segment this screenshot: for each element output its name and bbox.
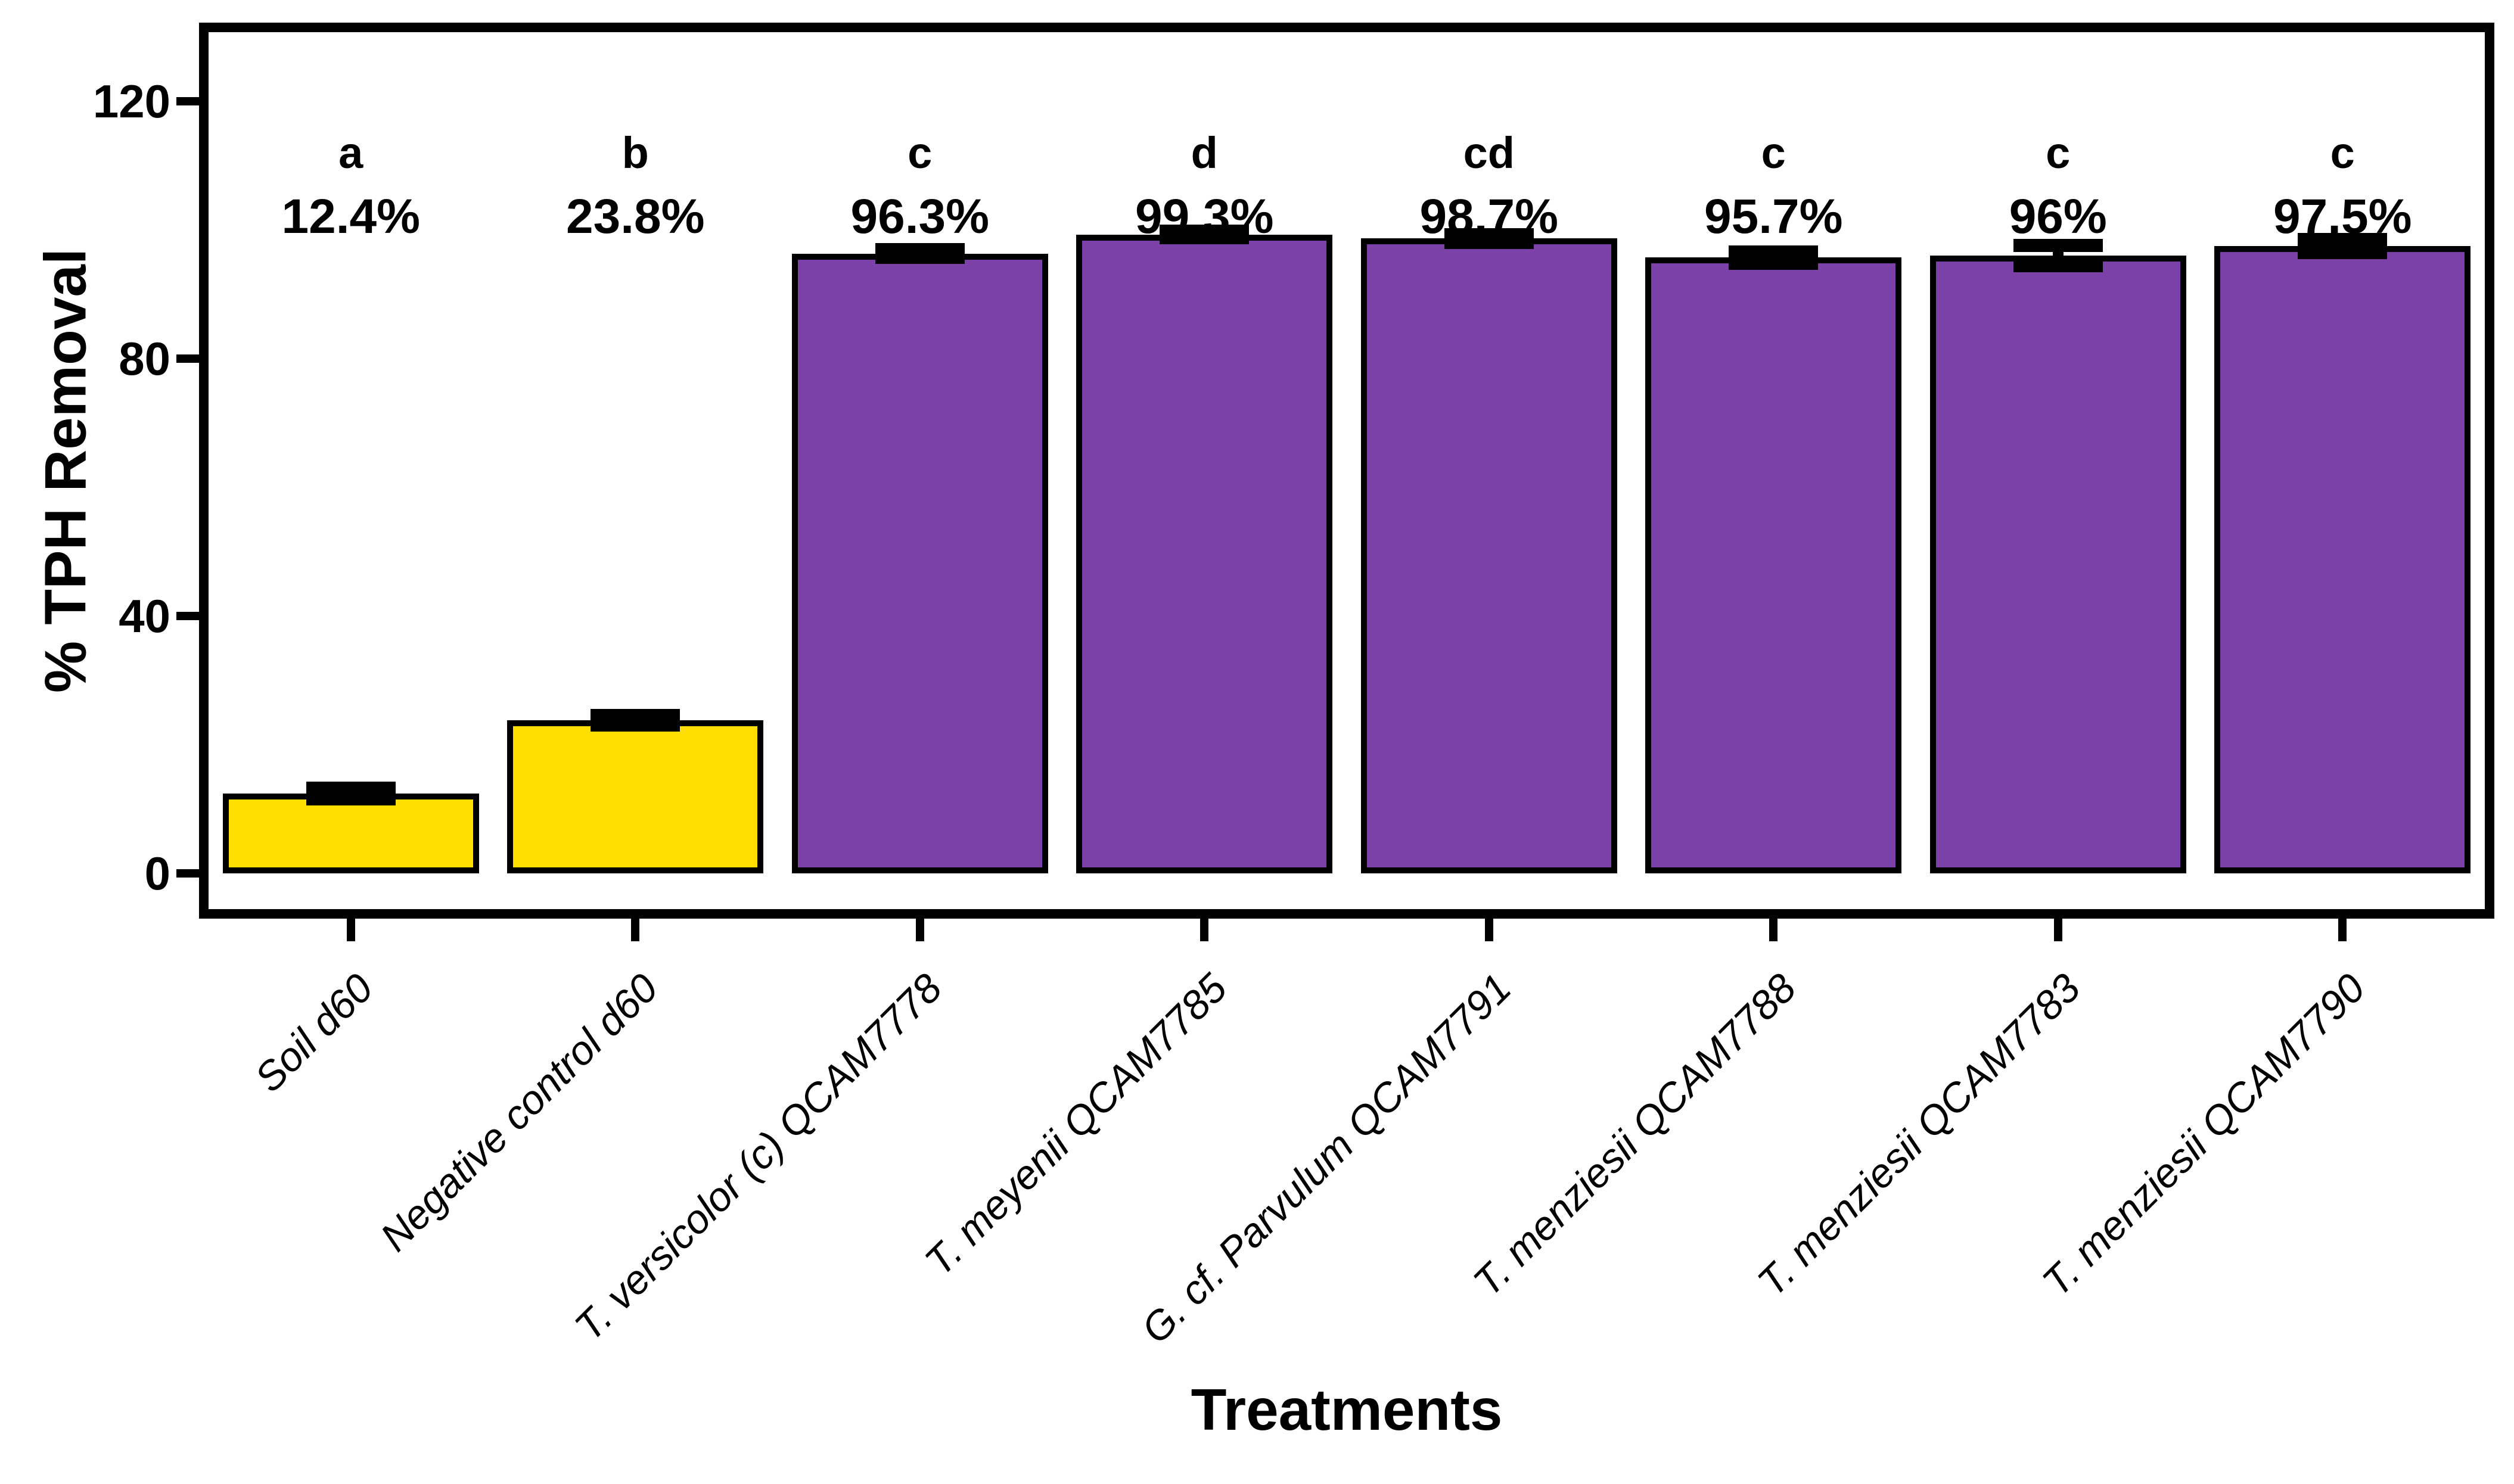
- error-bar-cap-bottom: [2013, 259, 2103, 273]
- x-tick-label-text: Negative control d60: [371, 965, 667, 1260]
- value-label: 97.5%: [2273, 189, 2412, 244]
- plot-panel: a 12.4% b 23.8% c 96.3% d 99.3% cd 98.7% c 95.7% c 96…: [199, 23, 2494, 919]
- significance-letter: d: [1191, 128, 1218, 178]
- value-label: 99.3%: [1135, 189, 1274, 244]
- significance-letter: b: [621, 128, 649, 178]
- x-tick-mark: [1200, 919, 1209, 941]
- bar: [2214, 246, 2471, 873]
- error-bar-cap-top: [306, 782, 396, 795]
- y-tick-label: 80: [119, 332, 170, 385]
- value-label: 98.7%: [1419, 189, 1558, 244]
- value-label: 23.8%: [565, 189, 705, 244]
- y-tick-mark: [176, 354, 199, 363]
- error-bar-cap-bottom: [1160, 231, 1250, 244]
- x-tick-mark: [2053, 919, 2062, 941]
- value-label: 96.3%: [850, 189, 989, 244]
- error-bar-cap-bottom: [306, 792, 396, 805]
- bar: [791, 253, 1048, 873]
- error-bar-cap-bottom: [591, 718, 680, 732]
- significance-letter: c: [908, 128, 933, 178]
- x-tick-mark: [2338, 919, 2347, 941]
- x-tick-label-text: T. menziesii QCAM7783: [1749, 965, 2089, 1305]
- y-tick-label: 40: [119, 590, 170, 642]
- value-label: 12.4%: [281, 189, 420, 244]
- bar: [1645, 257, 1902, 873]
- significance-letter: c: [1761, 128, 1786, 178]
- significance-letter: c: [2330, 128, 2355, 178]
- value-label: 96%: [2009, 189, 2107, 244]
- x-tick-label-text: T. menziesii QCAM7788: [1464, 965, 1805, 1305]
- error-bar-cap-bottom: [1444, 235, 1534, 249]
- error-bar-cap-bottom: [1729, 257, 1819, 270]
- y-tick-label: 120: [92, 75, 170, 127]
- y-tick-mark: [176, 869, 199, 878]
- bar: [1360, 238, 1617, 873]
- y-tick-label: 0: [144, 847, 170, 900]
- bar: [1076, 234, 1333, 873]
- x-tick-label-text: Soil d60: [246, 965, 382, 1101]
- bar: [1929, 256, 2186, 873]
- error-bar-cap-bottom: [2298, 245, 2388, 259]
- significance-letter: a: [338, 128, 363, 178]
- bar: [507, 720, 764, 873]
- x-tick-mark: [1769, 919, 1778, 941]
- significance-letter: c: [2046, 128, 2071, 178]
- y-tick-mark: [176, 97, 199, 105]
- x-tick-mark: [631, 919, 640, 941]
- x-tick-mark: [915, 919, 924, 941]
- x-axis-title: Treatments: [1191, 1377, 1503, 1442]
- x-tick-mark: [1484, 919, 1493, 941]
- significance-letter: cd: [1463, 128, 1515, 178]
- error-bar-cap-top: [2298, 233, 2388, 247]
- x-tick-mark: [346, 919, 355, 941]
- value-label: 95.7%: [1704, 189, 1843, 244]
- x-tick-label-text: T. menziesii QCAM7790: [2033, 965, 2374, 1305]
- error-bar-cap-top: [2013, 238, 2103, 252]
- bar: [222, 794, 479, 873]
- x-tick-label-text: T. meyenii QCAM7785: [916, 965, 1236, 1284]
- error-bar-cap-top: [1729, 245, 1819, 259]
- error-bar-cap-bottom: [875, 251, 965, 265]
- plot-area: a 12.4% b 23.8% c 96.3% d 99.3% cd 98.7% c 95.7% c 96…: [209, 32, 2485, 909]
- y-tick-mark: [176, 612, 199, 620]
